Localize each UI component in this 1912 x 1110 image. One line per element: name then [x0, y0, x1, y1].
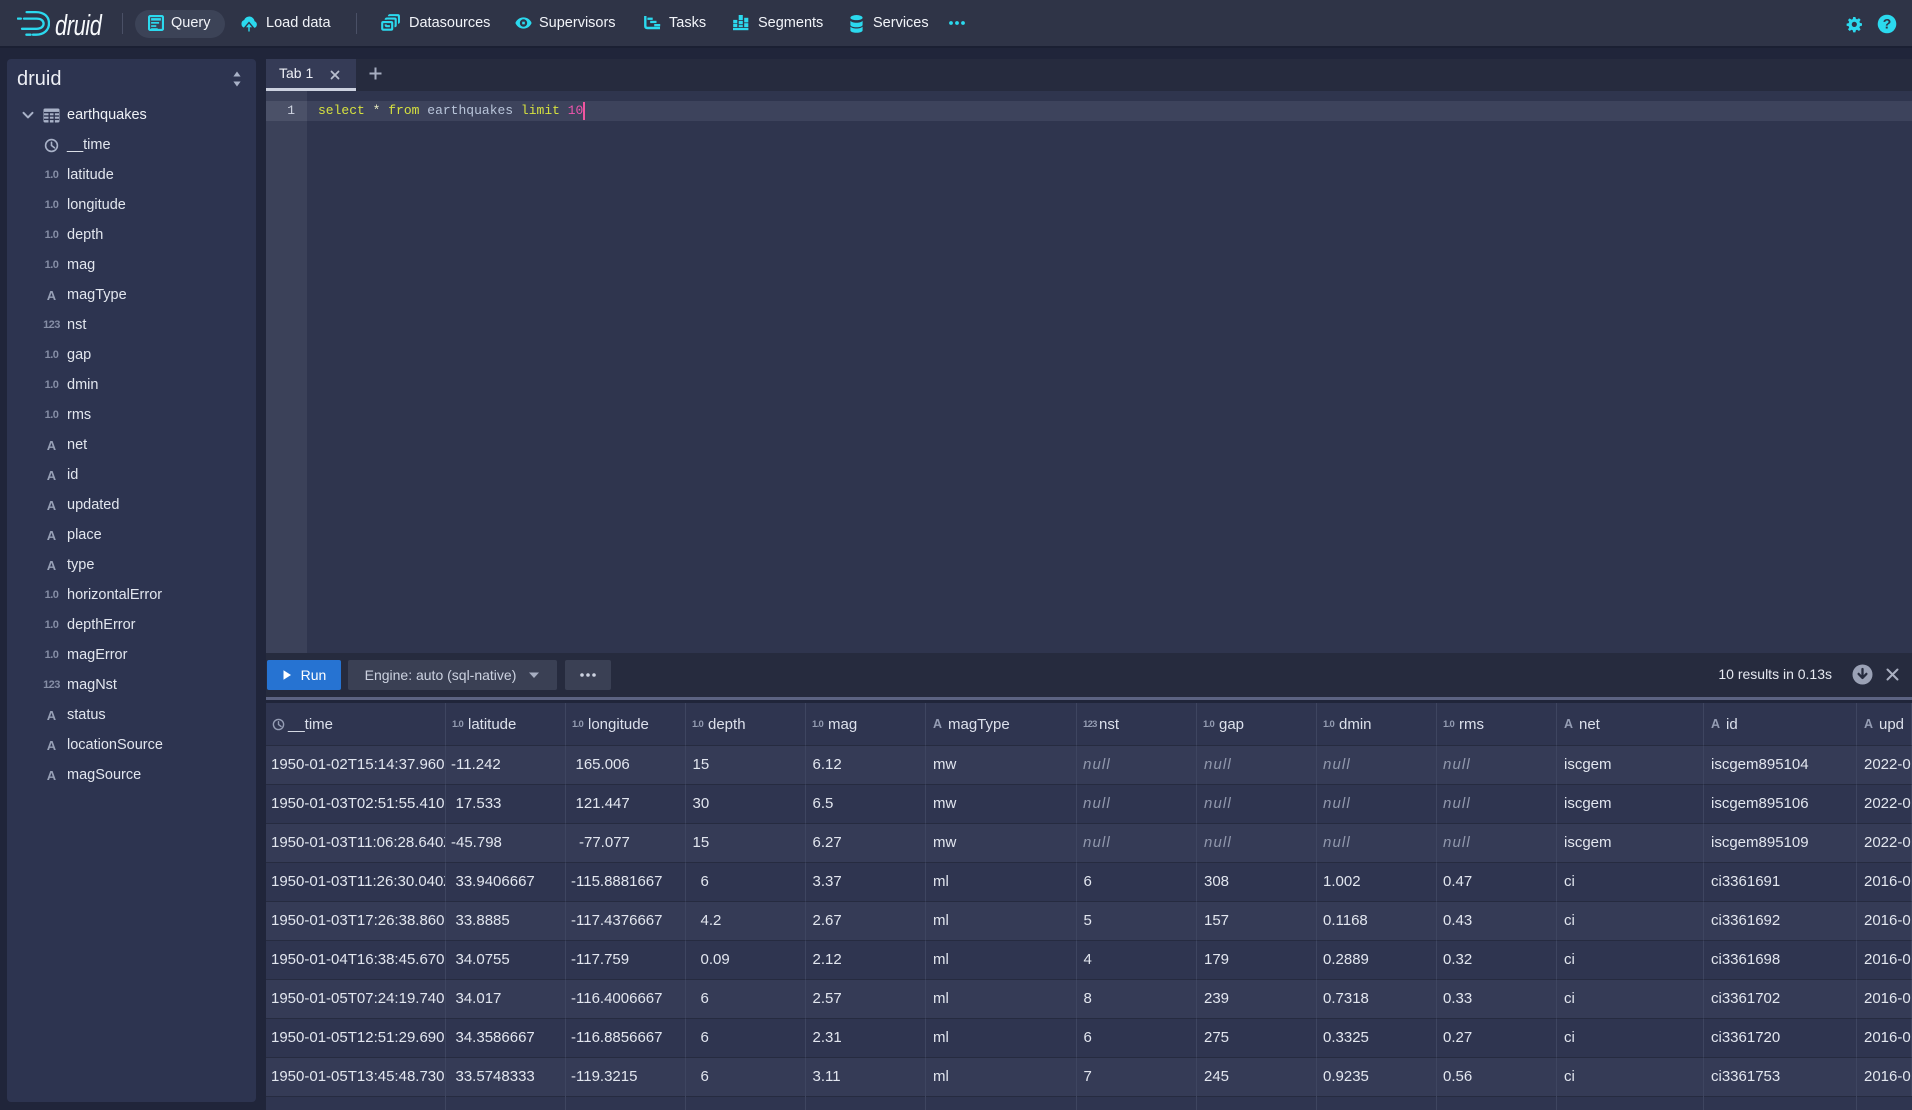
svg-text:?: ? [1883, 16, 1892, 32]
